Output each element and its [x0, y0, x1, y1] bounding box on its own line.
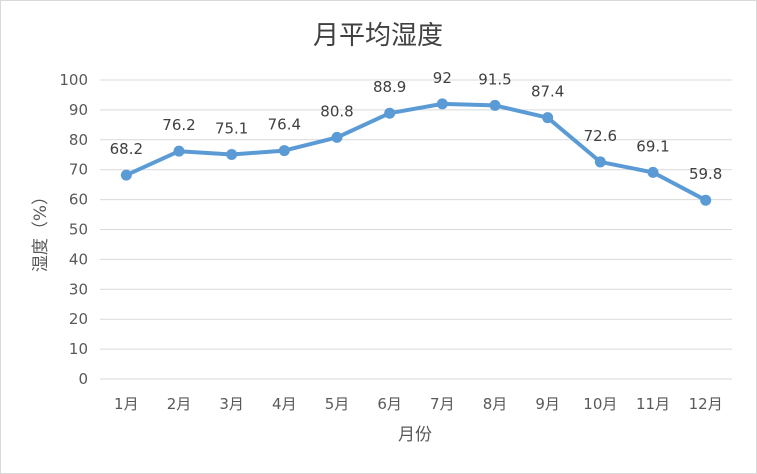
y-tick-labels: 0 10 20 30 40 50 60 70 80 90 100	[59, 71, 88, 388]
x-tick-label: 12月	[689, 395, 723, 413]
data-label: 87.4	[531, 83, 564, 101]
x-tick-label: 4月	[272, 395, 297, 413]
data-point	[542, 112, 554, 124]
x-tick-label: 11月	[636, 395, 670, 413]
y-axis-title: 湿度（%）	[31, 188, 51, 272]
y-tick-label: 30	[69, 280, 88, 298]
y-tick-label: 10	[69, 340, 88, 358]
data-point	[594, 156, 606, 168]
data-label: 76.4	[268, 116, 301, 134]
data-label: 72.6	[584, 127, 617, 145]
data-point	[278, 145, 290, 157]
x-tick-label: 3月	[219, 395, 244, 413]
data-label: 76.2	[162, 116, 195, 134]
data-label: 88.9	[373, 78, 406, 96]
data-point	[226, 148, 238, 160]
x-tick-label: 7月	[430, 395, 455, 413]
data-point	[173, 145, 185, 157]
chart-title: 月平均湿度	[313, 21, 443, 51]
y-tick-label: 100	[59, 71, 88, 89]
y-tick-label: 20	[69, 310, 88, 328]
data-label: 80.8	[320, 102, 353, 120]
data-point	[331, 131, 343, 143]
data-point	[436, 98, 448, 110]
x-tick-labels: 1月 2月 3月 4月 5月 6月 7月 8月 9月 10月 11月 12月	[114, 395, 723, 413]
x-tick-label: 5月	[325, 395, 350, 413]
data-point	[489, 99, 501, 111]
x-tick-label: 8月	[483, 395, 508, 413]
series-points	[120, 98, 712, 206]
data-label: 92	[433, 69, 452, 87]
data-label: 75.1	[215, 119, 248, 137]
y-tick-label: 50	[69, 221, 88, 239]
data-label: 69.1	[636, 137, 669, 155]
x-tick-label: 2月	[167, 395, 192, 413]
data-label: 68.2	[110, 140, 143, 158]
y-tick-label: 90	[69, 101, 88, 119]
data-point	[647, 166, 659, 178]
x-tick-label: 10月	[583, 395, 617, 413]
y-tick-label: 70	[69, 161, 88, 179]
x-tick-label: 9月	[535, 395, 560, 413]
series-line	[124, 101, 708, 203]
data-label: 59.8	[689, 165, 722, 183]
data-label: 91.5	[478, 70, 511, 88]
y-tick-label: 60	[69, 191, 88, 209]
data-labels: 68.2 76.2 75.1 76.4 80.8 88.9 92 91.5 87.4 72.6 69…	[110, 69, 723, 183]
y-tick-label: 80	[69, 131, 88, 149]
data-point	[384, 107, 396, 119]
y-tick-label: 0	[78, 370, 88, 388]
data-point	[120, 169, 132, 181]
x-tick-label: 6月	[377, 395, 402, 413]
data-point	[700, 194, 712, 206]
x-tick-label: 1月	[114, 395, 139, 413]
y-tick-label: 40	[69, 250, 88, 268]
x-axis-title: 月份	[398, 425, 432, 445]
